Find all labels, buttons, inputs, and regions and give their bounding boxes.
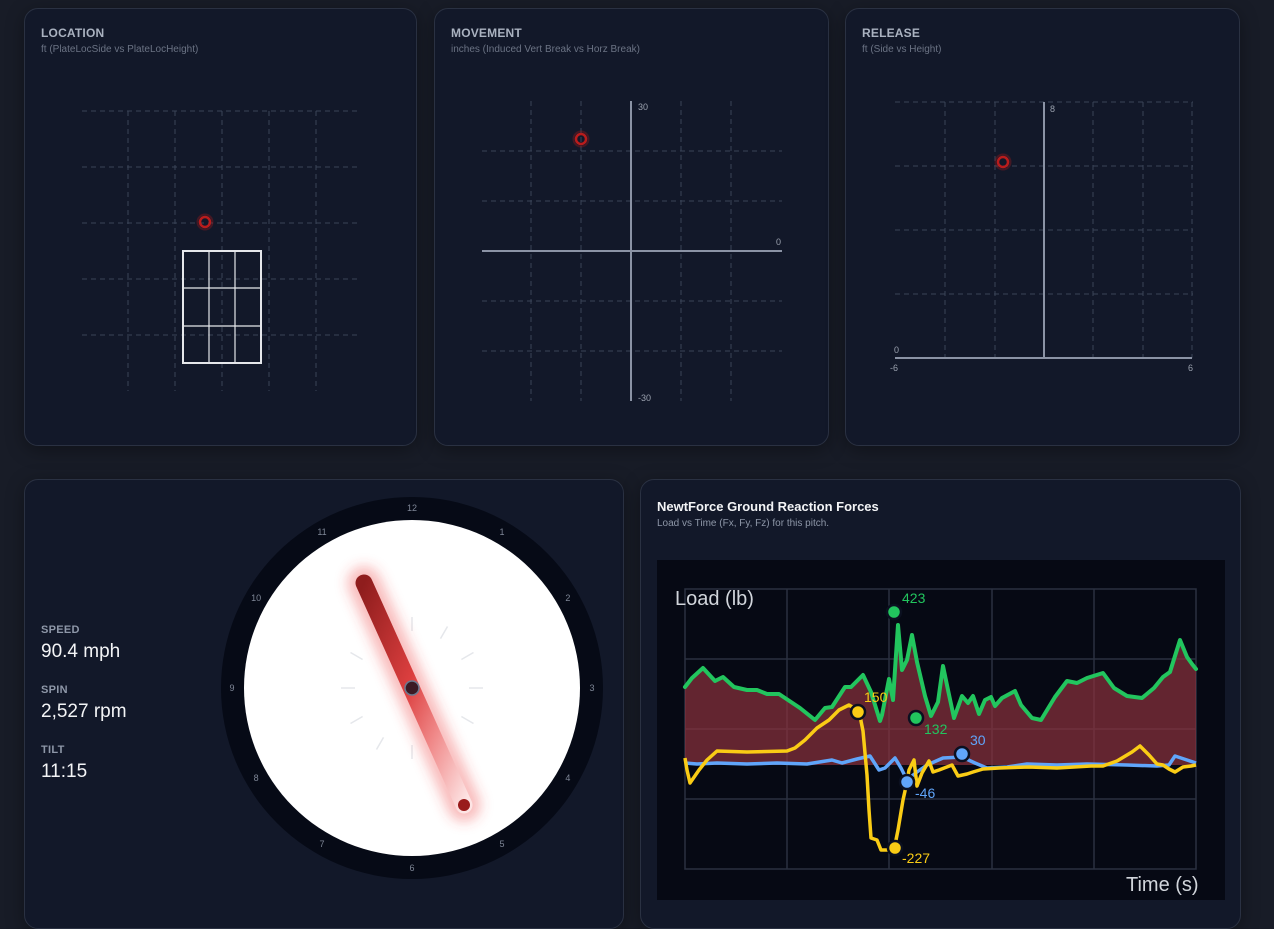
- clock-hour-10: 10: [251, 593, 261, 603]
- location-subtitle: ft (PlateLocSide vs PlateLocHeight): [41, 44, 199, 55]
- fz-max-annotation: 423: [902, 590, 926, 606]
- location-card: LOCATION ft (PlateLocSide vs PlateLocHei…: [24, 8, 417, 446]
- pitch-location-marker: [198, 215, 212, 229]
- fx-max-marker: [953, 745, 971, 763]
- movement-card: MOVEMENT inches (Induced Vert Break vs H…: [434, 8, 829, 446]
- fy-line: [683, 703, 1197, 852]
- clock-hour-8: 8: [254, 773, 259, 783]
- movement-marker: [574, 132, 588, 146]
- location-plot: [82, 110, 360, 391]
- speed-stat: SPEED 90.4 mph: [41, 624, 120, 663]
- release-marker: [996, 155, 1010, 169]
- release-card: RELEASE ft (Side vs Height) 8 0 -6 6: [845, 8, 1240, 446]
- fy-max-marker: [849, 703, 867, 721]
- fy-min-annotation: -227: [902, 850, 931, 866]
- release-x-min-label: -6: [890, 363, 899, 373]
- clock-hour-12: 12: [407, 503, 417, 513]
- fz-min-marker: [907, 709, 925, 727]
- movement-subtitle: inches (Induced Vert Break vs Horz Break…: [451, 44, 640, 55]
- newtforce-subtitle: Load vs Time (Fx, Fy, Fz) for this pitch…: [657, 518, 830, 529]
- location-title: LOCATION: [41, 26, 105, 40]
- fx-min-marker: [898, 773, 916, 791]
- release-subtitle: ft (Side vs Height): [862, 44, 942, 55]
- fx-max-annotation: 30: [970, 732, 986, 748]
- clock-hour-6: 6: [409, 863, 414, 873]
- spin-label: SPIN: [41, 684, 68, 696]
- force-x-axis-label: Time (s): [1126, 874, 1199, 896]
- movement-x-axis-label: 0: [776, 237, 782, 247]
- newtforce-title: NewtForce Ground Reaction Forces: [657, 499, 879, 514]
- strike-zone: [182, 250, 262, 364]
- movement-y-bottom-label: -30: [638, 393, 652, 403]
- fz-min-annotation: 132: [924, 721, 948, 737]
- tilt-hand-tip: [458, 799, 470, 811]
- fx-min-annotation: -46: [915, 785, 936, 801]
- spin-value: 2,527 rpm: [41, 701, 127, 722]
- spin-stat: SPIN 2,527 rpm: [41, 684, 127, 723]
- movement-title: MOVEMENT: [451, 26, 522, 40]
- fy-min-marker: [886, 839, 904, 857]
- release-plot: [895, 101, 1193, 359]
- tilt-label: TILT: [41, 744, 65, 756]
- clock-center: [404, 680, 420, 696]
- force-y-axis-label: Load (lb): [675, 588, 754, 610]
- force-chart: Load (lb) Time (s) 423 132 150 -227 30 -…: [657, 560, 1225, 900]
- tilt-stat: TILT 11:15: [41, 744, 87, 783]
- clock-hour-7: 7: [319, 839, 324, 849]
- fz-line: [683, 623, 1198, 723]
- release-title: RELEASE: [862, 26, 921, 40]
- clock-hour-5: 5: [499, 839, 504, 849]
- speed-value: 90.4 mph: [41, 641, 121, 662]
- clock-hour-1: 1: [499, 527, 504, 537]
- release-y-zero-label: 0: [894, 345, 900, 355]
- release-y-top-label: 8: [1050, 104, 1056, 114]
- pitch-tilt-card: SPEED 90.4 mph SPIN 2,527 rpm TILT 11:15: [24, 479, 624, 929]
- newtforce-card: NewtForce Ground Reaction Forces Load vs…: [640, 479, 1241, 929]
- clock-hour-4: 4: [565, 773, 570, 783]
- release-x-max-label: 6: [1188, 363, 1194, 373]
- fz-max-marker: [885, 603, 903, 621]
- movement-plot: [482, 101, 782, 401]
- movement-y-top-label: 30: [638, 102, 649, 112]
- clock-hour-9: 9: [229, 683, 234, 693]
- fy-max-annotation: 150: [864, 689, 888, 705]
- clock-hour-2: 2: [565, 593, 570, 603]
- clock-hour-11: 11: [317, 527, 326, 537]
- speed-label: SPEED: [41, 624, 80, 636]
- clock-hour-3: 3: [589, 683, 594, 693]
- tilt-value: 11:15: [41, 761, 88, 782]
